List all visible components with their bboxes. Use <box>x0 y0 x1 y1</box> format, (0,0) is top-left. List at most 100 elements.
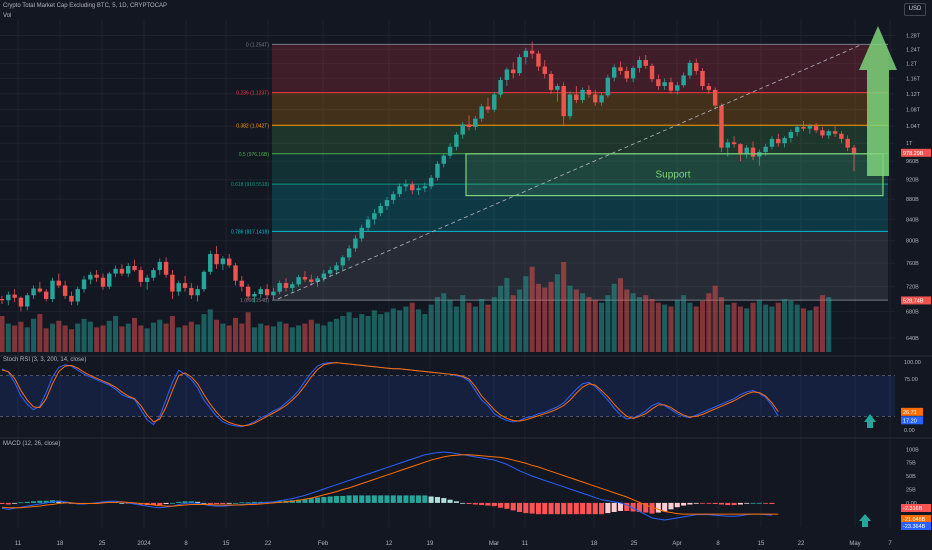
price-tick-label: 680B <box>906 310 919 316</box>
volume-bar <box>504 278 510 352</box>
macd-histogram-bar <box>737 502 743 505</box>
volume-bar <box>352 317 358 352</box>
candle-body <box>226 258 232 266</box>
volume-bar <box>390 308 396 352</box>
candle-body <box>460 124 465 135</box>
candle-body <box>839 133 844 139</box>
macd-histogram-bar <box>428 496 434 503</box>
volume-bar <box>643 295 649 352</box>
volume-bar <box>819 295 825 352</box>
candle-body <box>555 86 560 90</box>
candle-body <box>656 79 661 87</box>
grid-lines <box>0 20 895 527</box>
macd-histogram-bar <box>182 501 188 503</box>
candle-body <box>611 67 617 78</box>
stoch-up-arrow-icon <box>864 414 876 428</box>
candle-body <box>397 186 402 195</box>
candle-body <box>94 274 99 278</box>
volume-bar <box>416 309 422 352</box>
macd-histogram-bar <box>132 502 138 504</box>
volume-bar <box>674 299 680 352</box>
macd-histogram-bar <box>31 501 37 503</box>
macd-histogram-bar <box>649 502 655 514</box>
macd-histogram-bar <box>258 501 264 503</box>
candle-body <box>233 265 238 281</box>
candle-body <box>473 118 478 127</box>
macd-histogram-bar <box>270 501 276 503</box>
fib-zone <box>272 92 888 126</box>
volume-bar <box>283 323 289 352</box>
volume-bar <box>775 302 781 352</box>
macd-histogram-bar <box>529 502 535 514</box>
volume-bar <box>434 297 440 352</box>
candlesticks <box>0 41 857 312</box>
macd-histogram-bar <box>409 495 415 503</box>
macd-value-label: -23.364B <box>903 524 926 530</box>
volume-bar <box>289 327 295 352</box>
candle-body <box>548 73 554 90</box>
candle-body <box>302 277 308 280</box>
macd-histogram-bar <box>731 502 737 506</box>
candle-body <box>593 94 598 103</box>
fib-level-label: 0 (1.254T) <box>246 42 269 48</box>
candle-body <box>643 59 648 66</box>
macd-histogram-bar <box>643 502 649 513</box>
volume-bar <box>403 306 409 352</box>
candle-body <box>277 283 282 292</box>
macd-histogram-bar <box>662 502 668 512</box>
volume-bar <box>617 278 624 352</box>
macd-histogram-bar <box>605 502 611 514</box>
macd-histogram-bar <box>744 502 750 504</box>
volume-bar <box>447 299 453 352</box>
volume-bar <box>359 314 365 352</box>
macd-histogram-bar <box>371 495 377 503</box>
volume-bar <box>201 314 207 352</box>
volume-bar <box>258 323 264 352</box>
macd-histogram-bar <box>24 501 30 503</box>
macd-histogram-bar <box>434 497 440 503</box>
candle-body <box>422 186 428 189</box>
volume-bar <box>214 319 220 352</box>
volume-bar <box>18 321 24 352</box>
volume-bar <box>782 298 788 352</box>
macd-histogram-bar <box>561 502 567 515</box>
macd-histogram-bar <box>674 502 680 508</box>
candle-body <box>529 50 535 54</box>
candle-body <box>391 194 396 201</box>
candle-body <box>43 291 49 300</box>
volume-bar <box>169 316 175 352</box>
candle-body <box>618 67 623 71</box>
candle-body <box>681 75 686 86</box>
macd-histogram-bar <box>624 502 630 511</box>
price-tick-label: 1T <box>906 141 913 147</box>
fib-zone <box>272 231 888 301</box>
macd-histogram-bar <box>296 499 302 503</box>
macd-histogram-bar <box>163 502 169 504</box>
price-tick-label: 760B <box>906 261 919 267</box>
candle-body <box>826 131 831 136</box>
support-label: Support <box>655 170 690 181</box>
volume-bar <box>523 276 529 352</box>
volume-bar <box>586 297 592 352</box>
volume-bar <box>106 320 112 352</box>
volume-bar <box>529 266 535 352</box>
volume-bar <box>264 325 270 352</box>
macd-histogram-bar <box>510 502 516 511</box>
volume-bar <box>195 324 201 352</box>
volume-bar <box>561 262 567 352</box>
candle-body <box>744 147 749 155</box>
macd-histogram-bar <box>397 495 403 503</box>
volume-bar <box>157 319 163 352</box>
candle-body <box>788 132 794 139</box>
volume-bar <box>725 304 731 352</box>
candle-body <box>315 278 320 282</box>
macd-histogram-bar <box>359 495 365 503</box>
time-tick-label: 18 <box>57 541 64 547</box>
macd-histogram-bar <box>636 502 642 513</box>
macd-histogram-bar <box>668 502 674 510</box>
volume-bar <box>321 325 327 352</box>
currency-button[interactable]: USD <box>904 3 926 16</box>
macd-histogram-bar <box>176 501 182 503</box>
macd-histogram-bar <box>548 502 554 515</box>
